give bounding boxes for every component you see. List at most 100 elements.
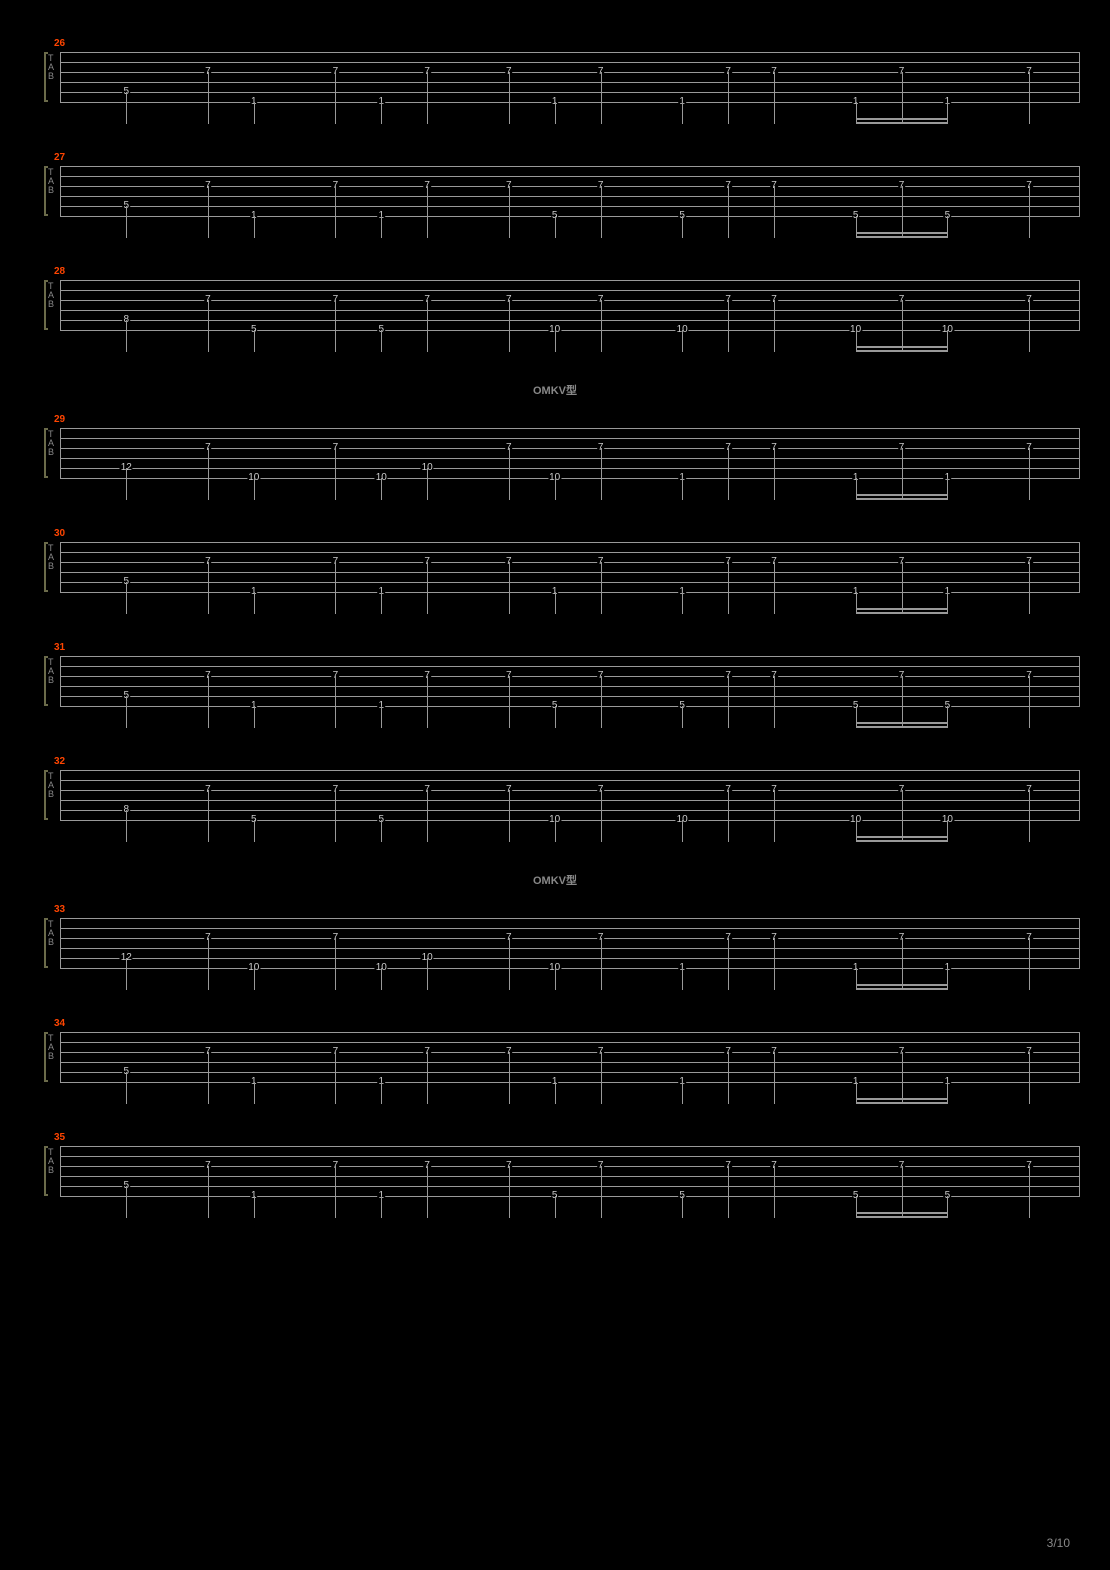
- note-stem: [856, 706, 857, 728]
- note-stem: [947, 478, 948, 500]
- tab-staff: 5717177575775757: [60, 166, 1080, 216]
- staff-line: [60, 918, 1080, 919]
- note-stem: [682, 1196, 683, 1218]
- staff-line: [60, 800, 1080, 801]
- staff-line: [60, 206, 1080, 207]
- note-stem: [509, 1052, 510, 1104]
- note-stem: [947, 592, 948, 614]
- tab-staff: 87575771071077107107: [60, 770, 1080, 820]
- note-beam: [856, 608, 948, 610]
- measure-number: 34: [54, 1018, 65, 1029]
- staff-line: [60, 696, 1080, 697]
- note-stem: [208, 448, 209, 500]
- barline-start: [60, 542, 61, 592]
- note-stem: [601, 562, 602, 614]
- section-label: OMKV型: [30, 382, 1080, 398]
- measure: 35TAB5717177575775757: [30, 1134, 1080, 1226]
- note-stem: [1029, 938, 1030, 990]
- measure-number: 27: [54, 152, 65, 163]
- note-stem: [774, 448, 775, 500]
- staff-line: [60, 1072, 1080, 1073]
- note-stem: [126, 92, 127, 124]
- staff-line: [60, 928, 1080, 929]
- note-stem: [774, 562, 775, 614]
- note-stem: [774, 186, 775, 238]
- note-stem: [682, 968, 683, 990]
- note-stem: [208, 790, 209, 842]
- note-beam: [856, 722, 948, 724]
- staff-line: [60, 820, 1080, 821]
- note-stem: [254, 330, 255, 352]
- measure-number: 31: [54, 642, 65, 653]
- measure: 32TAB87575771071077107107: [30, 758, 1080, 850]
- barline-start: [60, 770, 61, 820]
- note-stem: [208, 186, 209, 238]
- staff-line: [60, 330, 1080, 331]
- note-stem: [1029, 562, 1030, 614]
- note-stem: [555, 216, 556, 238]
- tab-label: TAB: [48, 282, 54, 309]
- note-stem: [381, 1196, 382, 1218]
- staff-line: [60, 790, 1080, 791]
- note-stem: [381, 478, 382, 500]
- staff-line: [60, 166, 1080, 167]
- staff-line: [60, 186, 1080, 187]
- tab-label: TAB: [48, 54, 54, 81]
- staff-line: [60, 1186, 1080, 1187]
- note-stem: [902, 448, 903, 500]
- barline-start: [60, 1032, 61, 1082]
- barline-end: [1079, 770, 1080, 820]
- note-stem: [208, 72, 209, 124]
- note-stem: [1029, 676, 1030, 728]
- note-stem: [856, 330, 857, 352]
- note-stem: [208, 1052, 209, 1104]
- note-beam: [856, 988, 948, 990]
- staff-line: [60, 666, 1080, 667]
- note-stem: [427, 186, 428, 238]
- note-stem: [728, 1166, 729, 1218]
- staff-line: [60, 1032, 1080, 1033]
- staff-line: [60, 72, 1080, 73]
- note-stem: [381, 330, 382, 352]
- note-stem: [947, 1196, 948, 1218]
- staff-line: [60, 1196, 1080, 1197]
- note-stem: [509, 562, 510, 614]
- staff-line: [60, 52, 1080, 53]
- note-stem: [774, 676, 775, 728]
- note-stem: [774, 1052, 775, 1104]
- note-beam: [856, 1102, 948, 1104]
- note-stem: [555, 330, 556, 352]
- note-stem: [856, 478, 857, 500]
- staff-line: [60, 300, 1080, 301]
- note-stem: [1029, 300, 1030, 352]
- note-stem: [728, 72, 729, 124]
- note-stem: [728, 562, 729, 614]
- note-stem: [856, 968, 857, 990]
- note-stem: [254, 706, 255, 728]
- note-stem: [427, 562, 428, 614]
- note-stem: [208, 1166, 209, 1218]
- note-stem: [856, 102, 857, 124]
- note-stem: [856, 592, 857, 614]
- note-stem: [126, 696, 127, 728]
- note-stem: [555, 968, 556, 990]
- staff-line: [60, 562, 1080, 563]
- note-stem: [509, 938, 510, 990]
- note-stem: [254, 216, 255, 238]
- note-stem: [555, 820, 556, 842]
- note-beam: [856, 236, 948, 238]
- measure: 29TAB127107101071071771717: [30, 416, 1080, 508]
- tab-staff: 127107101071071771717: [60, 428, 1080, 478]
- note-stem: [509, 186, 510, 238]
- section-label: OMKV型: [30, 872, 1080, 888]
- note-stem: [682, 216, 683, 238]
- staff-line: [60, 82, 1080, 83]
- tab-label: TAB: [48, 544, 54, 571]
- barline-end: [1079, 428, 1080, 478]
- note-stem: [601, 300, 602, 352]
- note-stem: [254, 1082, 255, 1104]
- note-stem: [208, 562, 209, 614]
- note-stem: [555, 592, 556, 614]
- note-stem: [335, 790, 336, 842]
- staff-line: [60, 572, 1080, 573]
